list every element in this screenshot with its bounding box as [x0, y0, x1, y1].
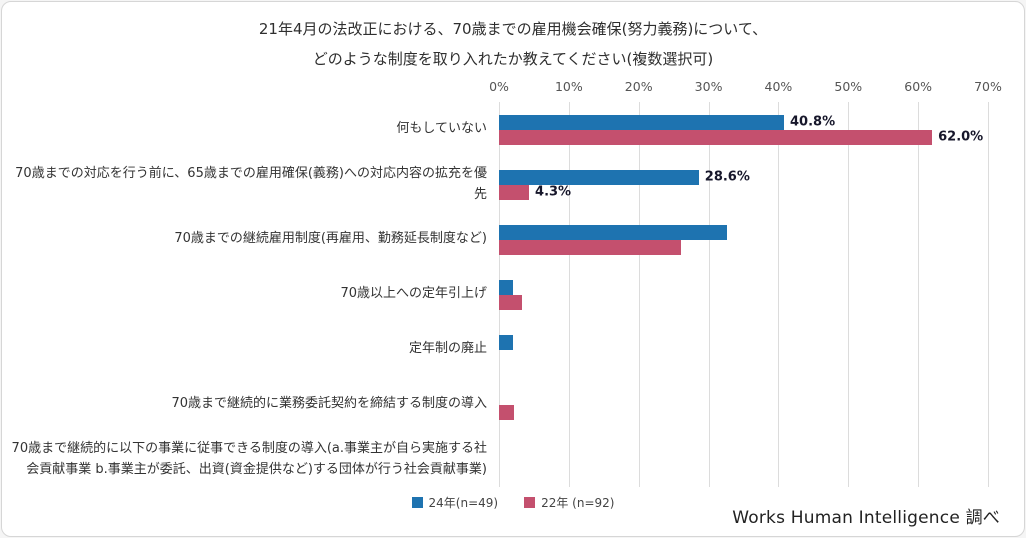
bar-line — [499, 279, 988, 295]
bar-segment — [499, 169, 699, 185]
gridline — [988, 102, 989, 487]
chart-title-line2: どのような制度を取り入れたか教えてください(複数選択可) — [312, 50, 714, 68]
category-label: 70歳までの対応を行う前に、65歳までの雇用確保(義務)への対応内容の拡充を優先 — [15, 166, 487, 202]
legend-swatch — [411, 497, 423, 508]
category-label: 定年制の廃止 — [408, 341, 487, 357]
category-label: 70歳までの継続雇用制度(再雇用、勤務延長制度など) — [174, 231, 487, 247]
bar-line: 28.6% — [499, 169, 988, 185]
bar-row — [499, 212, 988, 267]
axis-tick: 50% — [834, 79, 863, 94]
bar-line — [499, 224, 988, 240]
axis-ticks: 0% 10% 20% 30% 40% 50% 60% 70% — [489, 76, 1002, 102]
bar-row — [499, 432, 988, 487]
bar-line — [499, 460, 988, 475]
plot-wrap: 0% 10% 20% 30% 40% 50% 60% 70% 40.8% 62.0% 28.6% 4… — [489, 76, 1002, 487]
gridline — [708, 102, 710, 487]
bar-segment — [499, 184, 530, 200]
legend-item: 22年 (n=92) — [524, 494, 614, 511]
bar-segment — [499, 404, 515, 420]
chart-title: 21年4月の法改正における、70歳までの雇用機会確保(努力義務)について、 どの… — [2, 2, 1024, 74]
axis-tick: 20% — [624, 79, 653, 94]
bar-segment — [499, 334, 513, 350]
value-label: 62.0% — [938, 129, 984, 145]
gridline — [918, 102, 920, 487]
axis-tick: 30% — [694, 79, 723, 94]
plot-area: 40.8% 62.0% 28.6% 4.3% — [499, 102, 989, 487]
axis-tick: 0% — [489, 79, 509, 94]
category-label: 70歳まで継続的に業務委託契約を締結する制度の導入 — [171, 396, 487, 412]
bar-line: 40.8% — [499, 114, 988, 130]
gridline — [638, 102, 640, 487]
bar-row: 40.8% 62.0% — [499, 102, 988, 157]
bar-line: 62.0% — [499, 129, 988, 145]
bar-row — [499, 267, 988, 322]
bar-segment — [499, 114, 785, 130]
bar-chart: 何もしていない 70歳までの対応を行う前に、65歳までの雇用確保(義務)への対応内… — [2, 76, 1024, 487]
axis-tick: 70% — [974, 79, 1002, 94]
bar-segment — [499, 239, 682, 255]
bar-segment — [499, 294, 523, 310]
bar-line — [499, 445, 988, 460]
category-label: 70歳まで継続的に以下の事業に従事できる制度の導入(a.事業主が自ら実施する社会… — [11, 441, 487, 477]
bar-row — [499, 377, 988, 432]
value-label: 4.3% — [535, 184, 572, 200]
axis-tick: 40% — [764, 79, 793, 94]
legend-item: 24年(n=49) — [411, 494, 499, 511]
chart-title-line1: 21年4月の法改正における、70歳までの雇用機会確保(努力義務)について、 — [258, 20, 768, 38]
legend-label: 24年(n=49) — [428, 496, 499, 510]
legend: 24年(n=49) 22年 (n=92) — [2, 494, 1024, 511]
axis-tick: 10% — [554, 79, 583, 94]
value-label: 28.6% — [704, 169, 750, 185]
bar-line — [499, 350, 988, 365]
axis-tick: 60% — [904, 79, 933, 94]
bar-segment — [499, 129, 933, 145]
bar-row: 28.6% 4.3% — [499, 157, 988, 212]
bar-line — [499, 239, 988, 255]
bar-line — [499, 294, 988, 310]
bar-line — [499, 404, 988, 420]
bar-line — [499, 334, 988, 350]
gridline — [848, 102, 850, 487]
category-labels: 何もしていない 70歳までの対応を行う前に、65歳までの雇用確保(義務)への対応内… — [2, 76, 499, 487]
bar-line: 4.3% — [499, 184, 988, 200]
bar-segment — [499, 224, 728, 240]
category-label: 70歳以上への定年引上げ — [340, 286, 487, 302]
gridline — [778, 102, 780, 487]
bar-row — [499, 322, 988, 377]
gridline — [568, 102, 570, 487]
category-label: 何もしていない — [396, 121, 487, 137]
value-label: 40.8% — [790, 114, 836, 130]
source-credit: Works Human Intelligence 調べ — [732, 508, 1000, 528]
bar-segment — [499, 279, 513, 295]
legend-swatch — [524, 497, 536, 508]
bar-line — [499, 390, 988, 405]
legend-label: 22年 (n=92) — [541, 496, 615, 510]
